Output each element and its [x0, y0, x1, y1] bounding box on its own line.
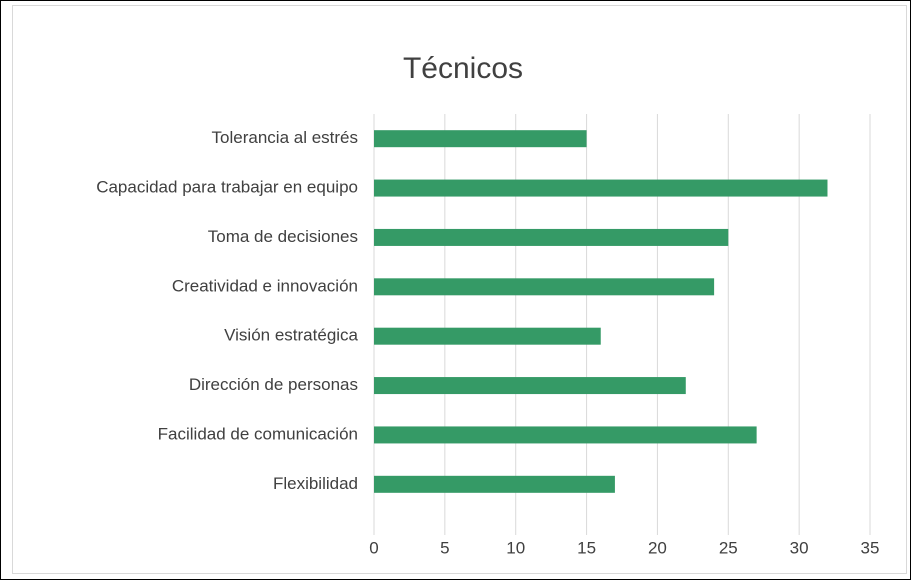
x-tick-label: 30 — [790, 538, 809, 557]
bar — [374, 179, 828, 197]
x-tick-label: 5 — [440, 538, 449, 557]
y-tick-label: Flexibilidad — [273, 474, 358, 493]
chart-title: Técnicos — [403, 52, 523, 85]
y-tick-label: Toma de decisiones — [208, 227, 358, 246]
y-tick-label: Facilidad de comunicación — [158, 424, 358, 443]
bar — [374, 426, 757, 444]
bar — [374, 327, 601, 345]
bar — [374, 475, 615, 493]
bar — [374, 228, 729, 246]
x-tick-label: 15 — [577, 538, 596, 557]
x-tick-label: 20 — [648, 538, 667, 557]
y-tick-label: Capacidad para trabajar en equipo — [96, 178, 358, 197]
bar — [374, 377, 686, 395]
chart-frame — [12, 5, 907, 574]
bar — [374, 130, 587, 148]
x-tick-label: 0 — [369, 538, 378, 557]
y-tick-label: Tolerancia al estrés — [212, 128, 358, 147]
bar — [374, 278, 715, 296]
y-tick-label: Creatividad e innovación — [172, 276, 358, 295]
x-tick-label: 35 — [861, 538, 880, 557]
x-tick-label: 10 — [506, 538, 525, 557]
y-tick-label: Dirección de personas — [189, 375, 358, 394]
x-tick-label: 25 — [719, 538, 738, 557]
y-tick-label: Visión estratégica — [224, 326, 358, 345]
